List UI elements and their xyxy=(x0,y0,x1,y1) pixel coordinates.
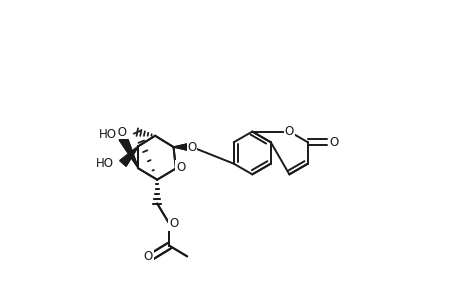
Polygon shape xyxy=(173,143,191,151)
Text: HO: HO xyxy=(110,126,128,139)
Text: O: O xyxy=(176,161,185,174)
Polygon shape xyxy=(119,136,138,168)
Polygon shape xyxy=(120,146,138,166)
Polygon shape xyxy=(119,136,138,168)
Text: HO: HO xyxy=(96,157,114,170)
Text: HO: HO xyxy=(99,128,117,141)
Text: O: O xyxy=(143,250,152,263)
Polygon shape xyxy=(120,146,138,166)
Text: O: O xyxy=(168,217,178,230)
Text: O: O xyxy=(328,136,337,149)
Text: O: O xyxy=(187,140,196,154)
Text: O: O xyxy=(284,125,293,138)
Polygon shape xyxy=(173,143,191,151)
